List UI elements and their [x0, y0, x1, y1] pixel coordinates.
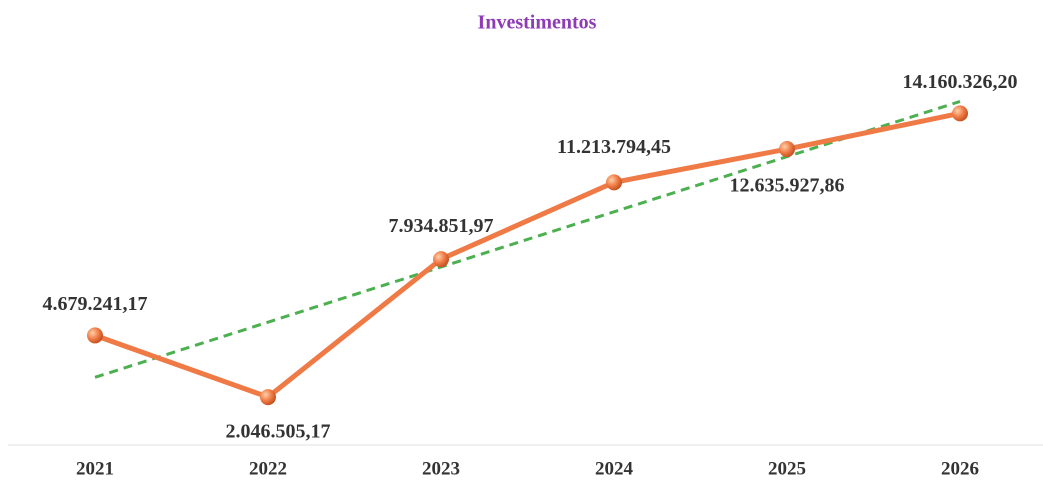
- series-line: [94, 110, 961, 400]
- marker: [260, 389, 276, 406]
- x-tick-label: 2022: [249, 458, 287, 479]
- data-label: 11.213.794,45: [557, 136, 671, 158]
- marker: [606, 174, 622, 191]
- x-tick-label: 2025: [768, 458, 806, 479]
- x-tick-label: 2023: [422, 458, 460, 479]
- chart-title: Investimentos: [478, 12, 597, 34]
- data-label: 2.046.505,17: [226, 421, 331, 443]
- x-tick-label: 2024: [595, 458, 634, 479]
- x-tick-label: 2021: [76, 458, 114, 479]
- data-label: 12.635.927,86: [730, 175, 845, 197]
- data-label: 7.934.851,97: [389, 215, 494, 237]
- trendline: [94, 100, 961, 379]
- x-tick-label: 2026: [941, 458, 979, 479]
- data-label: 14.160.326,20: [903, 71, 1018, 93]
- data-label: 4.679.241,17: [43, 293, 148, 315]
- marker: [87, 327, 103, 344]
- marker: [952, 105, 968, 122]
- marker: [433, 251, 449, 268]
- marker: [779, 141, 795, 158]
